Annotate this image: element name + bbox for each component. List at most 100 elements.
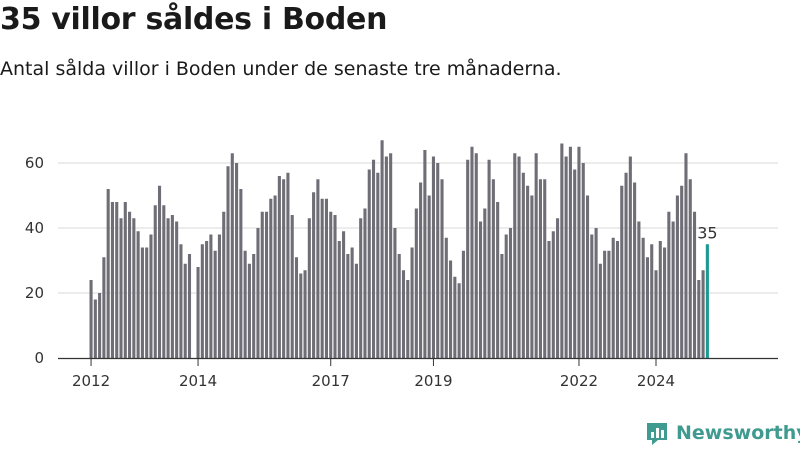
bar [508, 228, 513, 358]
bar [175, 221, 179, 358]
x-tick-label-2022: 2022 [560, 372, 598, 390]
bar [389, 153, 393, 358]
bar [187, 254, 192, 358]
bar [260, 211, 264, 358]
bar [692, 211, 697, 358]
bar [701, 270, 705, 358]
bar [410, 247, 414, 358]
y-tick-label-0: 0 [34, 349, 44, 367]
bar [162, 205, 166, 358]
bar [504, 234, 508, 358]
bar [252, 254, 256, 358]
bar [282, 179, 286, 358]
bar [645, 257, 649, 358]
newsworthy-logo: Newsworthy [644, 420, 800, 446]
bar [615, 241, 620, 358]
bar [611, 237, 615, 358]
bar [457, 283, 461, 358]
bar [406, 280, 410, 358]
y-tick-label-40: 40 [25, 219, 44, 237]
bar [568, 146, 572, 358]
bar [658, 241, 662, 358]
bar [312, 192, 316, 358]
bar [663, 247, 667, 358]
bar [110, 202, 114, 358]
bar [496, 202, 500, 358]
bar [560, 143, 564, 358]
bar [513, 153, 517, 358]
bar [132, 218, 136, 358]
bar [483, 208, 487, 358]
bar [680, 185, 684, 358]
bar [273, 195, 277, 358]
bar [401, 270, 406, 358]
bar [427, 195, 431, 358]
bar [603, 250, 607, 358]
bar [239, 189, 243, 358]
bar [466, 159, 470, 358]
bar [538, 179, 542, 358]
bar [324, 198, 328, 358]
bar [594, 228, 598, 358]
bar [671, 221, 675, 358]
annotation: 35 [697, 223, 717, 242]
bar [145, 247, 149, 358]
y-tick-label-60: 60 [25, 154, 44, 172]
bar [264, 211, 269, 358]
bar [633, 182, 637, 358]
bar [384, 156, 388, 358]
bar [354, 263, 358, 358]
bar [183, 263, 187, 358]
bar [166, 218, 170, 358]
bar [577, 146, 581, 358]
bar [534, 153, 538, 358]
bar [217, 234, 221, 358]
bar [564, 156, 568, 358]
bar [431, 156, 435, 358]
bar [307, 218, 311, 358]
bar [620, 185, 624, 358]
bar [359, 218, 363, 358]
bar [106, 189, 110, 358]
bar [414, 208, 418, 358]
y-tick-label-20: 20 [25, 284, 44, 302]
bar [299, 273, 303, 358]
bar [547, 241, 551, 358]
bar [303, 270, 307, 358]
bar [222, 211, 226, 358]
bar [269, 198, 273, 358]
bar [500, 254, 504, 358]
bar [675, 195, 679, 358]
bar [89, 280, 93, 358]
bar-latest [705, 244, 709, 358]
bar [688, 179, 692, 358]
bar [543, 179, 547, 358]
bar [423, 150, 427, 358]
bar [380, 140, 384, 358]
bar [128, 211, 132, 358]
bar [247, 263, 251, 358]
bar [436, 163, 440, 358]
bar [461, 250, 465, 358]
bar [551, 231, 555, 358]
bar [170, 215, 174, 358]
bar [277, 176, 281, 358]
bar [230, 153, 234, 358]
bar [329, 211, 333, 358]
bar [470, 146, 474, 358]
x-tick-label-2019: 2019 [414, 372, 452, 390]
bars [89, 140, 709, 358]
x-axis-ticks: 2012 2014 2017 2019 2022 2024 [58, 357, 778, 390]
bar [243, 250, 247, 358]
bar [367, 169, 371, 358]
bar [607, 250, 611, 358]
bar [453, 276, 457, 358]
bar [119, 218, 123, 358]
bar [371, 159, 376, 358]
newsworthy-logo-icon [647, 423, 667, 445]
bar [598, 263, 602, 358]
chart-subtitle: Antal sålda villor i Boden under de sena… [0, 58, 562, 80]
bar [393, 228, 397, 358]
bar [628, 156, 632, 358]
